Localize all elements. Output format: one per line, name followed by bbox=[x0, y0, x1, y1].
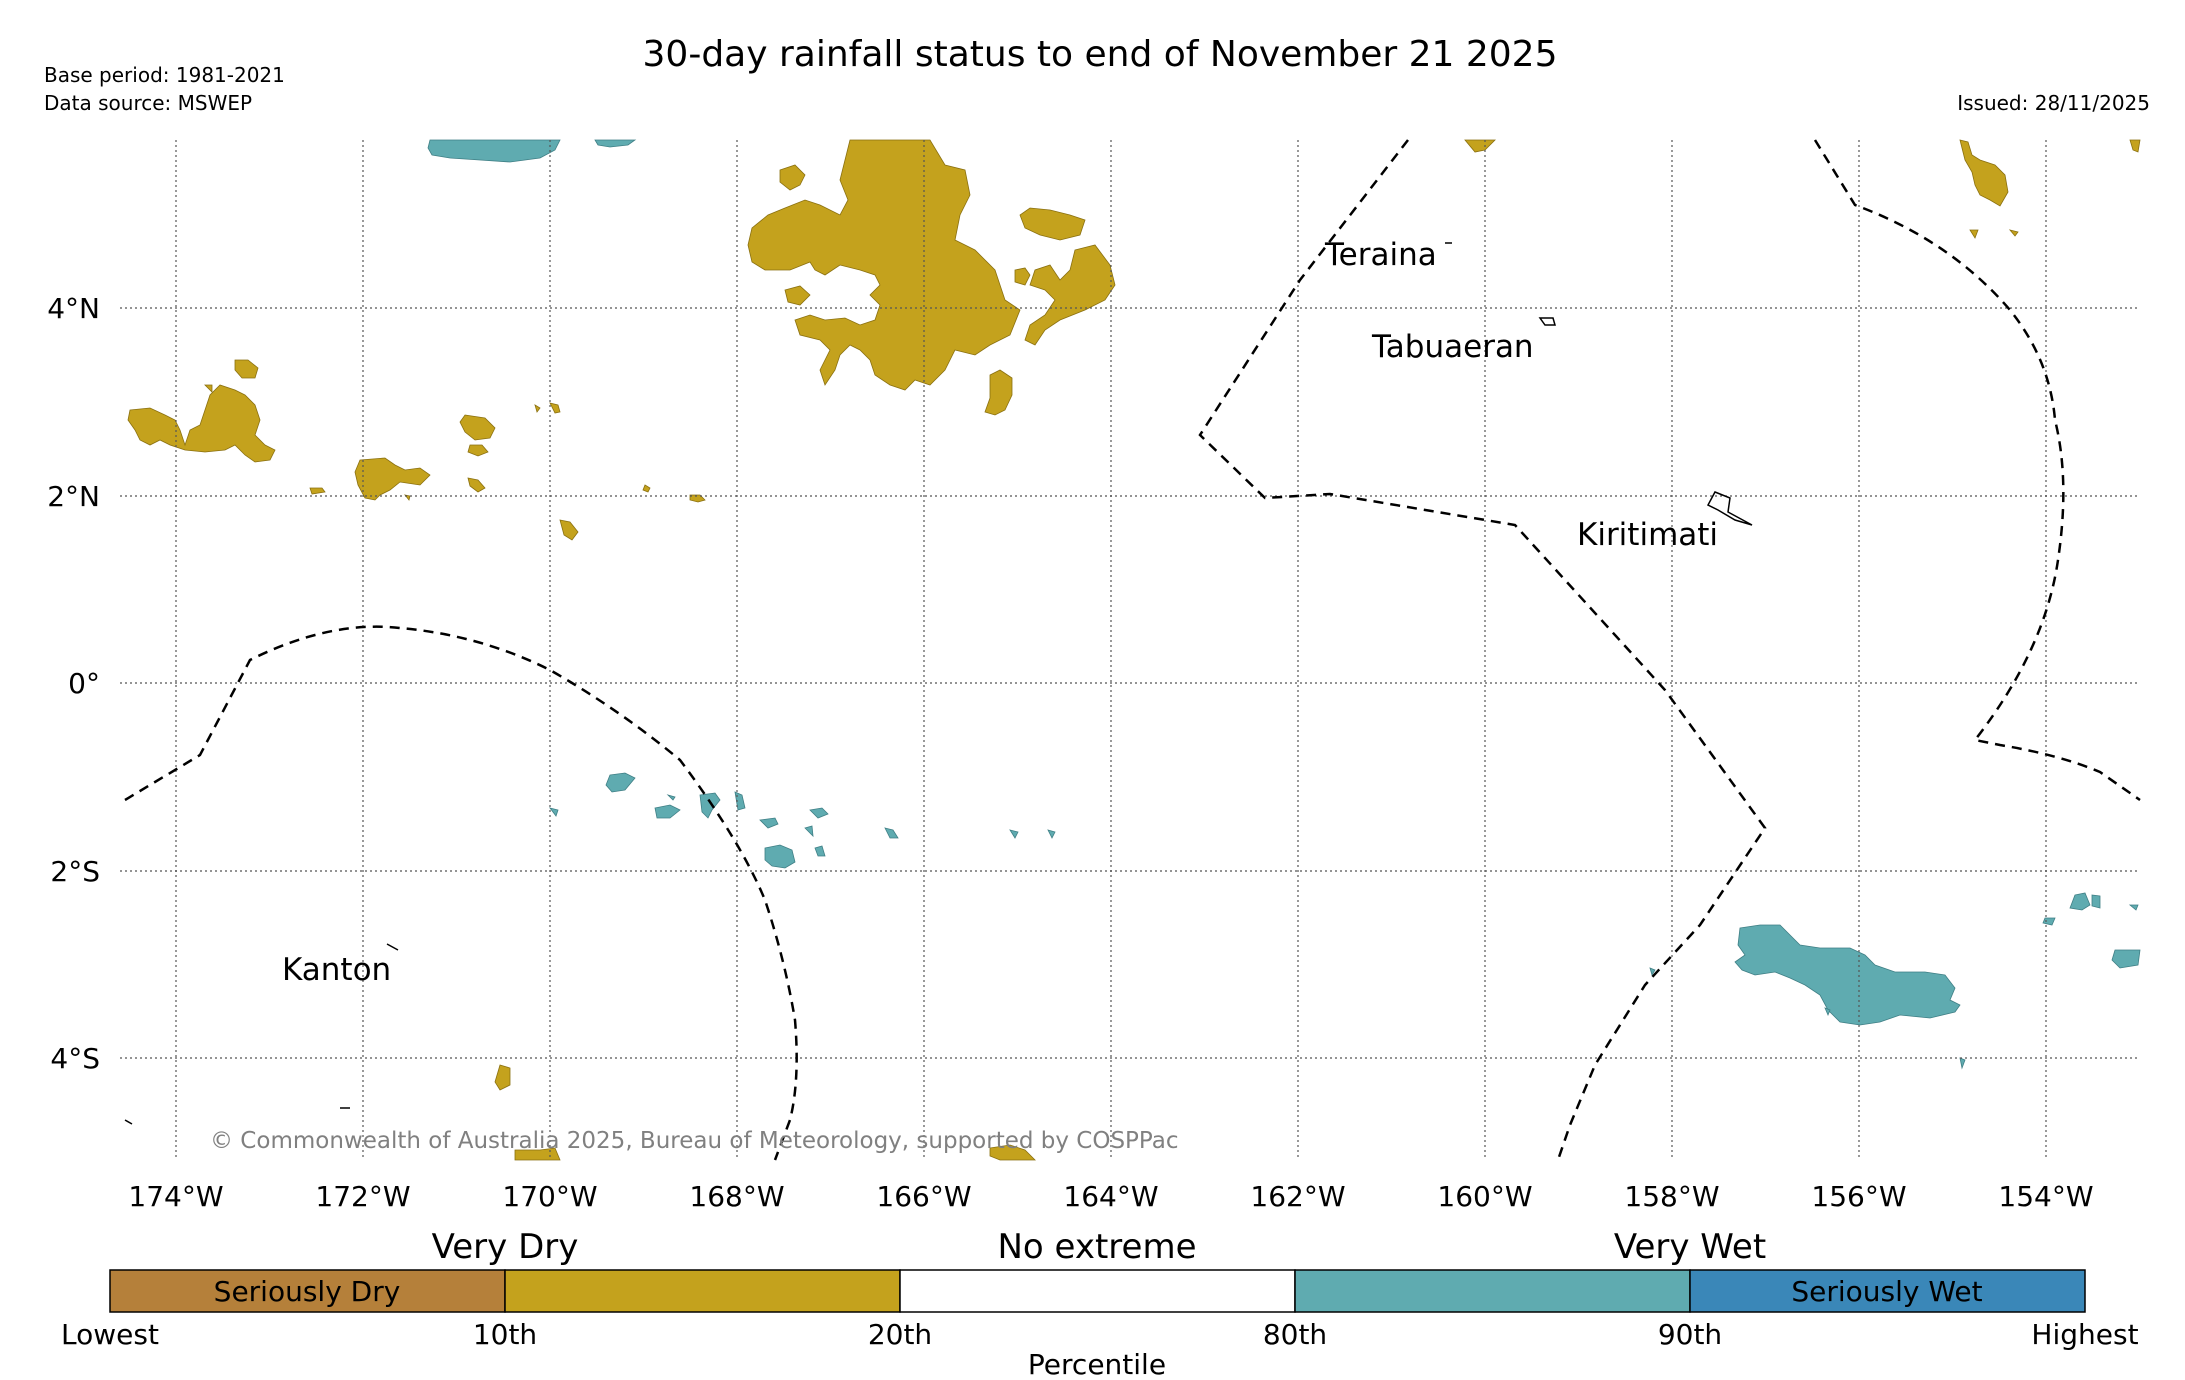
legend-tick-highest: Highest bbox=[2031, 1318, 2138, 1351]
legend-box-seriously-dry bbox=[109, 1269, 506, 1313]
legend-tick-90th: 90th bbox=[1658, 1318, 1722, 1351]
island-outlines bbox=[124, 242, 1753, 1125]
legend-no-extreme: No extreme bbox=[997, 1227, 1196, 1267]
place-teraina: Teraina bbox=[1324, 237, 1437, 273]
legend-label-seriously-wet: Seriously Wet bbox=[1791, 1275, 1982, 1308]
issued-date: Issued: 28/11/2025 bbox=[1957, 91, 2150, 115]
tabuaeran-outline bbox=[1538, 317, 1556, 326]
lon-label-164w: 164°W bbox=[1063, 1180, 1158, 1213]
base-period: Base period: 1981-2021 bbox=[44, 63, 285, 87]
kiritimati-outline bbox=[1706, 491, 1753, 526]
legend-box-no-extreme bbox=[899, 1269, 1296, 1313]
copyright-notice: © Commonwealth of Australia 2025, Bureau… bbox=[210, 1128, 1179, 1154]
legend-tick-80th: 80th bbox=[1263, 1318, 1327, 1351]
legend-box-very-wet bbox=[1294, 1269, 1691, 1313]
legend-label-seriously-dry: Seriously Dry bbox=[214, 1275, 401, 1308]
legend-box-very-dry bbox=[504, 1269, 901, 1313]
lon-label-166w: 166°W bbox=[876, 1180, 971, 1213]
lon-label-162w: 162°W bbox=[1250, 1180, 1345, 1213]
reef-mark-2 bbox=[124, 1119, 133, 1125]
legend-axis-label: Percentile bbox=[1028, 1348, 1166, 1380]
lon-labels: 174°W 172°W 170°W 168°W 166°W 164°W 162°… bbox=[128, 1180, 2093, 1213]
lat-label-4s: 4°S bbox=[50, 1042, 100, 1075]
data-source: Data source: MSWEP bbox=[44, 91, 252, 115]
wet-regions bbox=[427, 139, 2141, 1070]
lon-label-170w: 170°W bbox=[502, 1180, 597, 1213]
lon-label-156w: 156°W bbox=[1811, 1180, 1906, 1213]
dry-regions bbox=[127, 139, 2141, 1161]
lon-label-158w: 158°W bbox=[1624, 1180, 1719, 1213]
legend: Very Dry No extreme Very Wet Seriously D… bbox=[61, 1227, 2139, 1380]
lat-label-2n: 2°N bbox=[47, 480, 100, 513]
legend-very-dry: Very Dry bbox=[432, 1227, 579, 1267]
place-kiritimati: Kiritimati bbox=[1577, 517, 1718, 553]
lon-label-172w: 172°W bbox=[315, 1180, 410, 1213]
lat-labels: 4°N 2°N 0° 2°S 4°S bbox=[47, 292, 100, 1075]
graticule bbox=[120, 140, 2140, 1160]
page-title: 30-day rainfall status to end of Novembe… bbox=[643, 34, 1558, 75]
eez-boundaries bbox=[124, 139, 2141, 1161]
place-tabuaeran: Tabuaeran bbox=[1371, 329, 1534, 365]
legend-very-wet: Very Wet bbox=[1614, 1227, 1766, 1267]
lat-label-4n: 4°N bbox=[47, 292, 100, 325]
place-kanton: Kanton bbox=[282, 952, 391, 988]
legend-box-seriously-wet bbox=[1689, 1269, 2086, 1313]
map-area: Teraina Tabuaeran Kiritimati Kanton © Co… bbox=[120, 139, 2141, 1161]
legend-tick-20th: 20th bbox=[868, 1318, 932, 1351]
lon-label-160w: 160°W bbox=[1437, 1180, 1532, 1213]
lon-label-168w: 168°W bbox=[689, 1180, 784, 1213]
lat-label-0: 0° bbox=[68, 667, 100, 700]
lat-label-2s: 2°S bbox=[50, 855, 100, 888]
lon-label-154w: 154°W bbox=[1998, 1180, 2093, 1213]
legend-tick-10th: 10th bbox=[473, 1318, 537, 1351]
legend-tick-lowest: Lowest bbox=[61, 1318, 159, 1351]
kanton-outline bbox=[386, 943, 399, 951]
lon-label-174w: 174°W bbox=[128, 1180, 223, 1213]
